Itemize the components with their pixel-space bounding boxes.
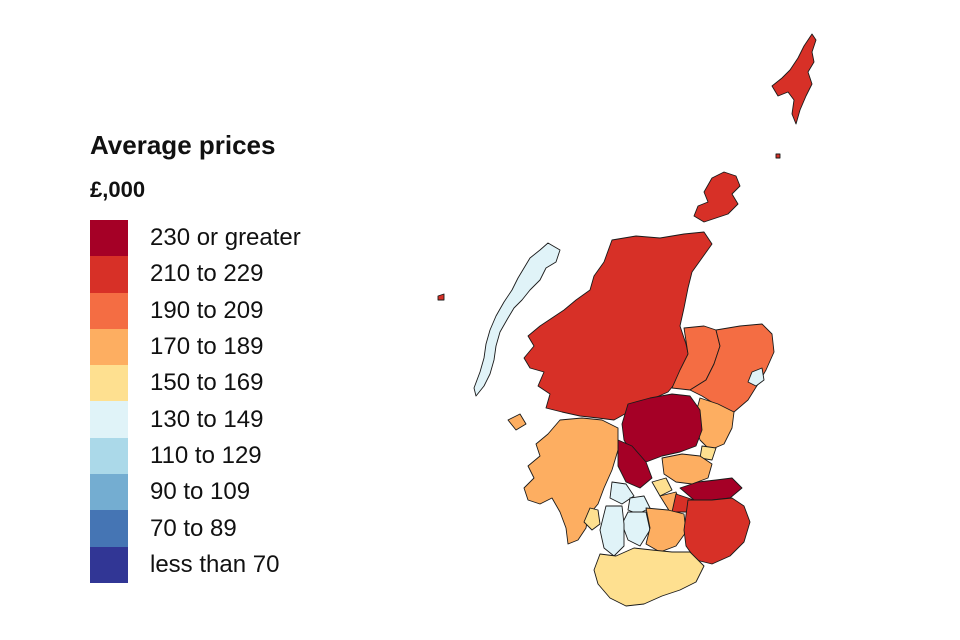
legend-label: 230 or greater xyxy=(150,224,301,252)
legend-swatch xyxy=(90,437,128,475)
area-na-h-eileanan-siar xyxy=(473,242,561,397)
area-small-island-1 xyxy=(437,293,445,301)
legend-label: 170 to 189 xyxy=(150,333,264,361)
area-glasgow xyxy=(627,495,651,515)
area-aberdeenshire xyxy=(689,323,775,413)
legend-swatch xyxy=(90,474,128,511)
area-west-dunbartonshire xyxy=(609,481,635,505)
legend-item: 230 or greater xyxy=(90,220,301,257)
legend-swatch xyxy=(90,401,128,438)
legend-swatch xyxy=(90,220,128,257)
legend-label: less than 70 xyxy=(150,550,280,578)
legend-swatch xyxy=(90,328,128,366)
legend-label: 130 to 149 xyxy=(150,405,264,433)
legend-label: 110 to 129 xyxy=(150,441,262,469)
area-south-ayrshire xyxy=(583,507,601,531)
area-argyll-and-bute xyxy=(523,417,619,545)
legend-swatch xyxy=(90,292,128,329)
legend-item: 190 to 209 xyxy=(90,292,301,329)
area-small-island-2 xyxy=(775,153,781,159)
area-north-lanarkshire xyxy=(621,511,651,547)
legend-title: Average prices xyxy=(90,130,276,160)
legend-label: 90 to 109 xyxy=(150,478,251,506)
legend-item: 90 to 109 xyxy=(90,474,301,511)
legend-label: 210 to 229 xyxy=(150,260,264,288)
legend-swatch xyxy=(90,256,128,293)
legend-item: 130 to 149 xyxy=(90,401,301,438)
area-east-ayrshire xyxy=(599,505,625,557)
area-orkney xyxy=(693,171,741,223)
legend-item: 70 to 89 xyxy=(90,510,301,547)
legend-item: less than 70 xyxy=(90,546,301,583)
legend-unit: £,000 xyxy=(90,177,146,202)
area-scottish-borders xyxy=(683,497,751,565)
area-dumfries-and-galloway xyxy=(593,547,705,607)
legend-swatch xyxy=(90,365,128,402)
area-dundee xyxy=(699,445,717,461)
area-highland xyxy=(523,231,713,421)
legend-item: 210 to 229 xyxy=(90,256,301,293)
area-small-island-3 xyxy=(507,413,527,431)
legend-item: 150 to 169 xyxy=(90,365,301,402)
map-legend: Average prices £,000 230 or greater 210 t… xyxy=(90,128,301,583)
legend-label: 70 to 89 xyxy=(150,514,237,542)
legend-label: 190 to 209 xyxy=(150,296,264,324)
legend-item: 110 to 129 xyxy=(90,437,301,475)
legend-item: 170 to 189 xyxy=(90,328,301,366)
area-falkirk xyxy=(651,477,673,497)
legend-label: 150 to 169 xyxy=(150,369,264,397)
legend-list: 230 or greater 210 to 229 190 to 209 170 to… xyxy=(90,220,301,583)
area-fife xyxy=(661,453,713,485)
area-shetland xyxy=(771,33,817,125)
legend-swatch xyxy=(90,510,128,547)
area-south-lanarkshire xyxy=(645,507,687,553)
area-perth-and-kinross xyxy=(621,393,703,463)
area-aberdeen-city xyxy=(747,367,765,387)
area-stirling xyxy=(617,439,653,489)
legend-swatch xyxy=(90,546,128,583)
